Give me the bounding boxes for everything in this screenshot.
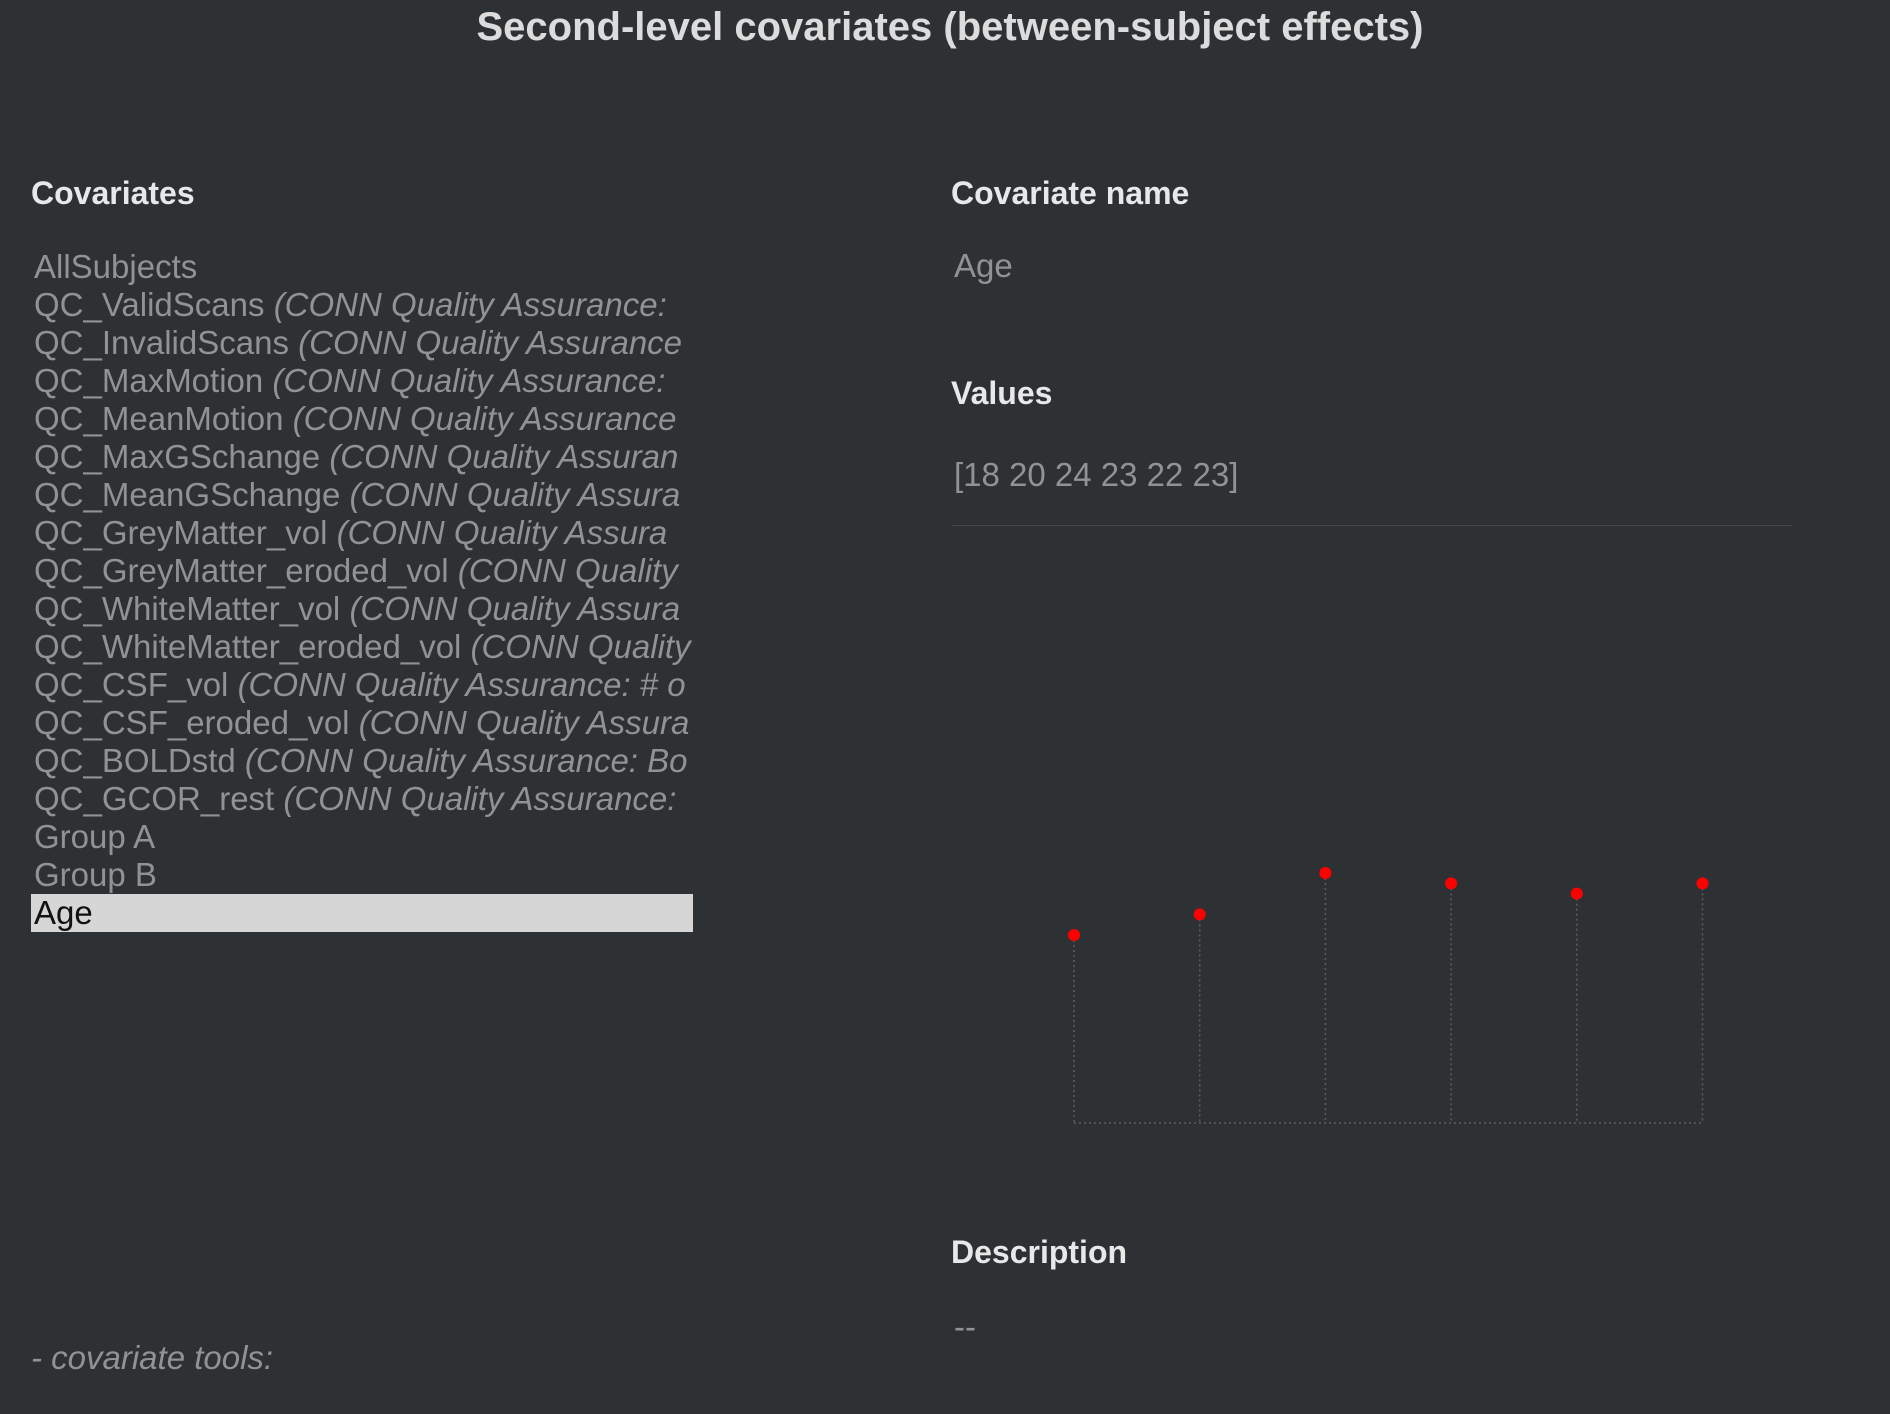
covariate-item-name: QC_InvalidScans — [34, 324, 289, 361]
covariate-item-name: QC_WhiteMatter_vol — [34, 590, 341, 627]
covariate-tools-label[interactable]: - covariate tools: — [31, 1339, 274, 1376]
list-item[interactable]: Age — [31, 894, 693, 932]
covariate-item-name: Group A — [34, 818, 156, 855]
covariate-item-description: (CONN Quality Assurance: — [272, 362, 666, 399]
covariate-name-label: Covariate name — [951, 175, 1190, 211]
list-item[interactable]: QC_WhiteMatter_vol (CONN Quality Assura — [31, 590, 693, 628]
covariate-item-name: QC_GreyMatter_vol — [34, 514, 328, 551]
data-point — [1570, 887, 1583, 900]
covariate-item-description: (CONN Quality Assurance — [298, 324, 683, 361]
covariate-item-name: QC_ValidScans — [34, 286, 265, 323]
covariate-item-description: (CONN Quality Assura — [336, 514, 668, 551]
list-item[interactable]: QC_MaxGSchange (CONN Quality Assuran — [31, 438, 693, 476]
covariate-item-description: (CONN Quality Assurance: — [273, 286, 667, 323]
description-label: Description — [951, 1234, 1128, 1270]
list-item[interactable]: QC_GCOR_rest (CONN Quality Assurance: — [31, 780, 693, 818]
description-field[interactable]: -- — [954, 1308, 976, 1345]
list-item[interactable]: Group A — [31, 818, 693, 856]
data-point — [1445, 877, 1458, 890]
covariate-item-name: QC_CSF_eroded_vol — [34, 704, 350, 741]
covariate-item-name: Group B — [34, 856, 157, 893]
values-stem-plot — [1068, 867, 1709, 1124]
covariate-item-name: QC_BOLDstd — [34, 742, 236, 779]
covariate-item-name: AllSubjects — [34, 248, 198, 285]
covariate-item-description: (CONN Quality Assura — [349, 590, 681, 627]
divider — [952, 525, 1792, 526]
covariate-item-description: (CONN Quality Assuran — [329, 438, 679, 475]
list-item[interactable]: QC_CSF_vol (CONN Quality Assurance: # o — [31, 666, 693, 704]
covariate-item-name: QC_CSF_vol — [34, 666, 229, 703]
covariate-name-field[interactable]: Age — [954, 247, 1013, 284]
list-item[interactable]: QC_MeanGSchange (CONN Quality Assura — [31, 476, 693, 514]
covariate-item-name: QC_MaxMotion — [34, 362, 264, 399]
covariate-item-description: (CONN Quality Assurance: Bo — [244, 742, 688, 779]
covariate-item-description: (CONN Quality Assurance: — [283, 780, 677, 817]
covariate-item-name: QC_MaxGSchange — [34, 438, 321, 475]
data-point — [1068, 929, 1080, 941]
list-item[interactable]: QC_InvalidScans (CONN Quality Assurance — [31, 324, 693, 362]
list-item[interactable]: QC_BOLDstd (CONN Quality Assurance: Bo — [31, 742, 693, 780]
covariate-item-description: (CONN Quality Assura — [358, 704, 690, 741]
covariate-item-name: QC_WhiteMatter_eroded_vol — [34, 628, 462, 665]
list-item[interactable]: QC_CSF_eroded_vol (CONN Quality Assura — [31, 704, 693, 742]
list-item[interactable]: QC_MeanMotion (CONN Quality Assurance — [31, 400, 693, 438]
covariate-item-description: (CONN Quality — [470, 628, 691, 665]
covariates-label: Covariates — [31, 175, 195, 211]
data-point — [1193, 908, 1206, 921]
covariate-item-description: (CONN Quality Assura — [349, 476, 681, 513]
covariate-item-name: QC_GCOR_rest — [34, 780, 275, 817]
covariates-list[interactable]: AllSubjects QC_ValidScans (CONN Quality A… — [31, 248, 693, 932]
data-point — [1696, 877, 1709, 890]
list-item[interactable]: QC_ValidScans (CONN Quality Assurance: — [31, 286, 693, 324]
data-point — [1319, 867, 1332, 879]
covariate-item-description: (CONN Quality — [457, 552, 678, 589]
covariate-item-name: QC_MeanMotion — [34, 400, 284, 437]
values-field[interactable]: [18 20 24 23 22 23] — [954, 456, 1239, 493]
values-label: Values — [951, 375, 1053, 411]
covariate-item-description: (CONN Quality Assurance: # o — [237, 666, 686, 703]
list-item[interactable]: AllSubjects — [31, 248, 693, 286]
list-item[interactable]: QC_GreyMatter_vol (CONN Quality Assura — [31, 514, 693, 552]
covariate-item-name: QC_MeanGSchange — [34, 476, 341, 513]
page-title: Second-level covariates (between-subject… — [476, 5, 1424, 49]
list-item[interactable]: QC_MaxMotion (CONN Quality Assurance: — [31, 362, 693, 400]
list-item[interactable]: Group B — [31, 856, 693, 894]
covariate-item-name: Age — [34, 894, 93, 931]
covariate-item-name: QC_GreyMatter_eroded_vol — [34, 552, 449, 589]
list-item[interactable]: QC_GreyMatter_eroded_vol (CONN Quality — [31, 552, 693, 590]
covariate-item-description: (CONN Quality Assurance — [292, 400, 677, 437]
list-item[interactable]: QC_WhiteMatter_eroded_vol (CONN Quality — [31, 628, 693, 666]
